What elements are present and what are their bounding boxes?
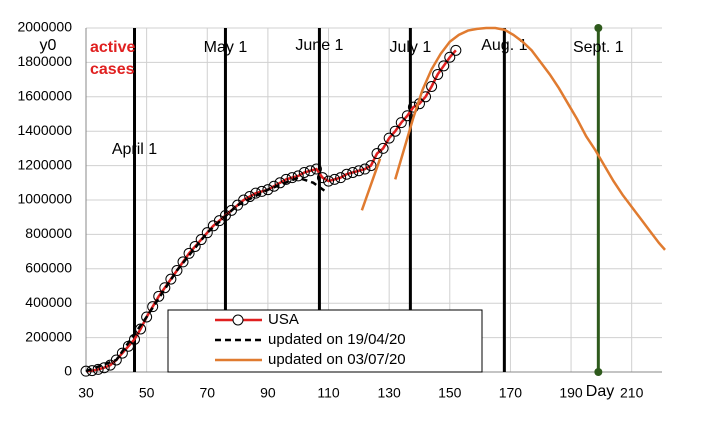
data-point bbox=[171, 265, 183, 277]
event-label: May 1 bbox=[204, 39, 248, 56]
data-point bbox=[116, 347, 128, 359]
data-point bbox=[347, 166, 359, 178]
data-point bbox=[244, 191, 256, 203]
y-tick-label: 1600000 bbox=[17, 88, 72, 104]
data-point bbox=[80, 365, 92, 377]
data-point bbox=[165, 273, 177, 285]
y-tick-label: 200000 bbox=[25, 328, 72, 344]
legend-label: updated on 03/07/20 bbox=[268, 351, 406, 368]
data-point bbox=[141, 311, 153, 323]
y-tick-label: 400000 bbox=[25, 294, 72, 310]
series-line bbox=[85, 49, 457, 373]
x-tick-label: 130 bbox=[377, 385, 401, 401]
data-point bbox=[153, 290, 165, 302]
legend-label: USA bbox=[268, 311, 299, 328]
data-point bbox=[316, 172, 328, 184]
y-tick-label: 1200000 bbox=[17, 156, 72, 172]
data-point bbox=[377, 142, 389, 154]
annotation: active cases bbox=[90, 39, 135, 78]
data-point bbox=[195, 234, 207, 246]
data-point bbox=[92, 363, 104, 375]
data-point bbox=[159, 282, 171, 294]
event-label: June 1 bbox=[295, 37, 343, 54]
data-point bbox=[450, 44, 462, 56]
series-line bbox=[85, 176, 327, 373]
data-point bbox=[147, 301, 159, 313]
x-tick-label: 190 bbox=[559, 385, 583, 401]
data-point bbox=[110, 354, 122, 366]
series-line bbox=[360, 26, 666, 251]
data-point bbox=[310, 163, 322, 175]
data-point bbox=[323, 175, 335, 187]
data-point bbox=[438, 60, 450, 72]
event-dot bbox=[594, 368, 603, 376]
event-label: July 1 bbox=[389, 39, 431, 56]
data-point bbox=[341, 168, 353, 180]
data-point bbox=[262, 184, 274, 196]
data-point bbox=[298, 166, 310, 178]
y-tick-label: 800000 bbox=[25, 225, 72, 241]
y-tick-label: 1400000 bbox=[17, 122, 72, 138]
legend-marker bbox=[232, 314, 244, 326]
x-tick-label: 170 bbox=[499, 385, 523, 401]
data-point bbox=[426, 80, 438, 92]
x-tick-label: 150 bbox=[438, 385, 462, 401]
y-tick-label: 1800000 bbox=[17, 53, 72, 69]
data-point bbox=[444, 51, 456, 63]
event-label: Aug. 1 bbox=[481, 37, 527, 54]
data-point bbox=[335, 172, 347, 184]
data-point bbox=[98, 362, 110, 374]
data-point bbox=[359, 163, 371, 175]
x-axis-label: Day bbox=[586, 383, 614, 400]
data-point bbox=[329, 173, 341, 185]
data-point bbox=[292, 170, 304, 182]
event-label: Sept. 1 bbox=[573, 39, 624, 56]
data-point bbox=[189, 240, 201, 252]
y-tick-label: 0 bbox=[64, 363, 72, 379]
x-tick-label: 210 bbox=[620, 385, 644, 401]
y-tick-label: 600000 bbox=[25, 260, 72, 276]
x-tick-label: 50 bbox=[139, 385, 155, 401]
data-point bbox=[353, 165, 365, 177]
data-point bbox=[177, 256, 189, 268]
y-axis-label: y0 bbox=[40, 37, 57, 54]
x-tick-label: 90 bbox=[260, 385, 276, 401]
data-point bbox=[304, 165, 316, 177]
data-point bbox=[395, 117, 407, 129]
y-tick-label: 1000000 bbox=[17, 191, 72, 207]
data-point bbox=[401, 110, 413, 122]
data-point bbox=[432, 68, 444, 80]
x-tick-label: 110 bbox=[317, 385, 340, 401]
x-tick-label: 30 bbox=[78, 385, 94, 401]
data-point bbox=[383, 132, 395, 144]
data-point bbox=[389, 125, 401, 137]
data-point bbox=[280, 173, 292, 185]
data-point bbox=[183, 247, 195, 259]
legend-label: updated on 19/04/20 bbox=[268, 331, 406, 348]
x-tick-label: 70 bbox=[199, 385, 215, 401]
data-point bbox=[407, 101, 419, 113]
data-point bbox=[365, 160, 377, 172]
y-tick-label: 2000000 bbox=[17, 19, 72, 35]
event-dot bbox=[594, 24, 603, 32]
data-point bbox=[201, 227, 213, 239]
event-label: April 1 bbox=[112, 141, 157, 158]
